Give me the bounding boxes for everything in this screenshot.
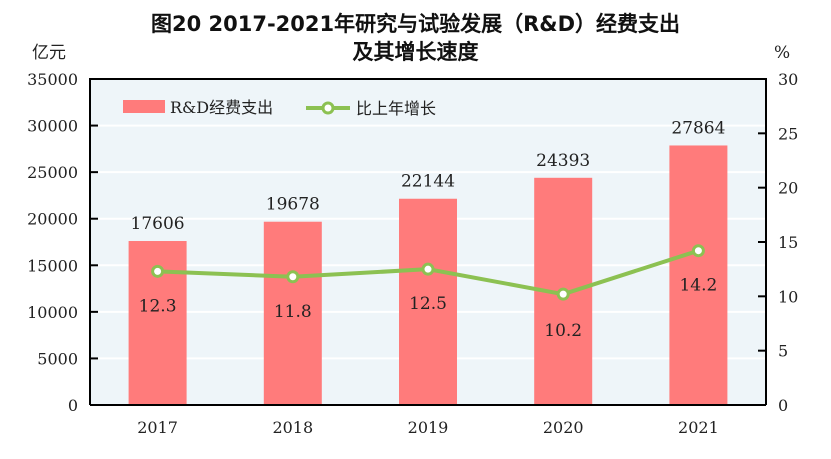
plot-border xyxy=(89,78,767,405)
left-axis-unit: 亿元 xyxy=(32,43,66,63)
bar-value-label: 22144 xyxy=(401,172,455,192)
growth-point xyxy=(151,264,165,278)
growth-point xyxy=(421,262,435,276)
chart-title-line2: 及其增长速度 xyxy=(352,40,479,64)
x-tick-label: 2018 xyxy=(272,418,313,437)
growth-point xyxy=(556,287,570,301)
left-tick-label: 25000 xyxy=(27,163,78,182)
right-axis-unit: % xyxy=(774,43,790,63)
bar-value-label: 17606 xyxy=(131,214,185,234)
left-tick-label: 35000 xyxy=(27,70,78,89)
growth-value-label: 11.8 xyxy=(274,302,312,322)
growth-value-label: 12.5 xyxy=(409,294,447,314)
left-tick-label: 0 xyxy=(68,396,78,415)
left-tick-label: 15000 xyxy=(27,256,78,275)
legend-bar-label: R&D经费支出 xyxy=(170,98,273,117)
bar-value-label: 27864 xyxy=(671,118,725,138)
bar-2019 xyxy=(399,198,457,405)
left-tick-label: 20000 xyxy=(27,210,78,229)
x-tick-label: 2017 xyxy=(137,418,178,437)
right-tick-label: 20 xyxy=(778,179,798,198)
left-tick-label: 30000 xyxy=(27,117,78,136)
right-tick-label: 30 xyxy=(778,70,798,89)
bar-2018 xyxy=(263,221,322,405)
right-tick-label: 5 xyxy=(778,342,788,361)
left-tick-label: 10000 xyxy=(27,303,78,322)
x-tick-label: 2019 xyxy=(408,418,449,437)
legend-line-label: 比上年增长 xyxy=(356,99,436,118)
bar-2021 xyxy=(669,145,728,405)
x-tick-label: 2021 xyxy=(678,418,719,437)
x-tick-label: 2020 xyxy=(543,418,584,437)
legend-bar-swatch xyxy=(123,100,165,113)
growth-value-label: 12.3 xyxy=(139,296,177,316)
right-tick-label: 25 xyxy=(778,124,798,143)
right-tick-label: 15 xyxy=(778,233,798,252)
left-tick-label: 5000 xyxy=(37,349,78,368)
growth-point xyxy=(286,270,300,284)
growth-value-label: 10.2 xyxy=(544,321,582,341)
bar-value-label: 24393 xyxy=(536,151,590,171)
right-tick-label: 0 xyxy=(778,396,788,415)
growth-point xyxy=(691,244,705,258)
bar-value-label: 19678 xyxy=(266,195,320,215)
chart-title-line1: 图20 2017-2021年研究与试验发展（R&D）经费支出 xyxy=(150,12,681,36)
right-tick-label: 10 xyxy=(778,287,798,306)
growth-value-label: 14.2 xyxy=(679,276,717,296)
legend-line-marker xyxy=(321,101,335,115)
